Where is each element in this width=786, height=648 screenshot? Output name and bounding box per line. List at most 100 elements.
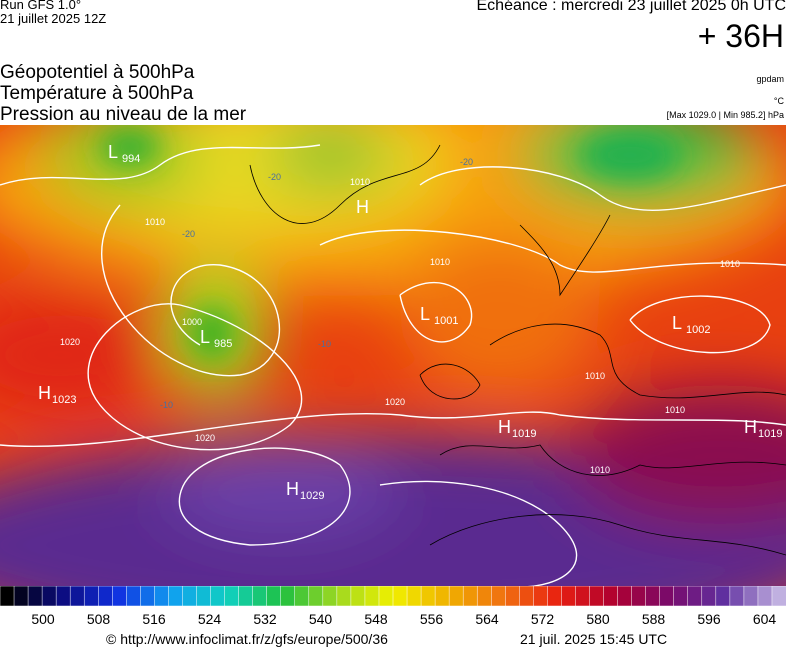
colorbar-cell (336, 586, 352, 607)
colorbar-cell (701, 586, 717, 607)
center-value: 1019 (758, 428, 782, 440)
colorbar-cell (126, 586, 142, 607)
temp-label: -10 (318, 339, 331, 349)
colorbar-cell (743, 586, 759, 607)
colorbar-label: 516 (142, 611, 166, 627)
isobar-label: 1010 (720, 259, 740, 269)
colorbar-cell (294, 586, 310, 607)
center-letter: H (356, 197, 369, 217)
unit: °C (773, 96, 784, 106)
colorbar-cell (519, 586, 535, 607)
colorbar-cell (659, 586, 675, 607)
colorbar-cell (55, 586, 71, 607)
isobar-label: 1010 (665, 405, 685, 415)
center-letter: H (38, 383, 51, 403)
colorbar-cell (617, 586, 633, 607)
center-value: 1023 (52, 394, 76, 406)
echeance: Echéance : mercredi 23 juillet 2025 0h U… (476, 0, 786, 14)
colorbar-cell (364, 586, 380, 607)
field: Pression au niveau de la mer (0, 104, 247, 125)
colorbar-cell (41, 586, 57, 607)
colorbar-cell (112, 586, 128, 607)
colorbar: 500 508 516 524 532 540 548 556 564 572 580 588 596 6… (0, 586, 786, 627)
unit: [Max 1029.0 | Min 985.2] hPa (666, 110, 784, 120)
isobar-label: 1010 (585, 371, 605, 381)
colorbar-cell (27, 586, 43, 607)
colorbar-cell (308, 586, 324, 607)
colorbar-cell (252, 586, 268, 607)
colorbar-cell (224, 586, 240, 607)
isobar-label: 1020 (385, 397, 405, 407)
colorbar-cell (575, 586, 591, 607)
colorbar-cell (168, 586, 184, 607)
colorbar-cell (631, 586, 647, 607)
colorbar-cell (196, 586, 212, 607)
colorbar-cell (645, 586, 661, 607)
colorbar-label: 596 (697, 611, 721, 627)
field: Géopotentiel à 500hPa (0, 62, 195, 83)
colorbar-cell (350, 586, 366, 607)
colorbar-cell (673, 586, 689, 607)
isobars (0, 144, 786, 587)
isobar-label: 1000 (182, 317, 202, 327)
center-value: 1019 (512, 428, 536, 440)
coastlines (249, 144, 786, 556)
footer-date: 21 juil. 2025 15:45 UTC (520, 631, 668, 647)
isobar-label: 1010 (145, 217, 165, 227)
center-value: 985 (214, 338, 232, 350)
colorbar-cell (406, 586, 422, 607)
center-letter: L (108, 142, 118, 162)
colorbar-cell (238, 586, 254, 607)
center-value: 1002 (686, 324, 710, 336)
center-letter: H (498, 417, 511, 437)
colorbar-cell (83, 586, 100, 607)
temp-label: -20 (268, 172, 281, 182)
unit: gpdam (756, 74, 784, 84)
temp-label: -20 (182, 229, 195, 239)
footer-url: © http://www.infoclimat.fr/z/gfs/europe/… (106, 631, 388, 647)
center-letter: L (420, 304, 430, 324)
center-value: 1029 (300, 490, 324, 502)
colorbar-cell (69, 586, 85, 607)
colorbar-cell (505, 586, 521, 607)
colorbar-cell (98, 586, 114, 607)
isobar-label: 1010 (430, 257, 450, 267)
colorbar-label: 556 (420, 611, 444, 627)
colorbar-cell (561, 586, 577, 607)
colorbar-cell (589, 586, 605, 607)
colorbar-cell (392, 586, 408, 607)
colorbar-label: 500 (31, 611, 55, 627)
center-letter: L (200, 327, 210, 347)
isobar-label: 1010 (350, 177, 370, 187)
colorbar-cell (491, 586, 507, 607)
colorbar-cell (154, 586, 170, 607)
colorbar-cell (140, 586, 156, 607)
colorbar-label: 508 (87, 611, 111, 627)
colorbar-cell (603, 586, 619, 607)
colorbar-cell (462, 586, 478, 607)
colorbar-cell (420, 586, 436, 607)
lead-time: + 36H (697, 18, 784, 54)
colorbar-label: 532 (253, 611, 277, 627)
colorbar-cell (434, 586, 450, 607)
colorbar-cell (757, 586, 773, 607)
temp-label: -20 (460, 157, 473, 167)
colorbar-label: 540 (309, 611, 333, 627)
colorbar-cell (448, 586, 464, 607)
colorbar-cell (182, 586, 198, 607)
center-value: 994 (122, 153, 140, 165)
colorbar-cell (771, 586, 786, 607)
colorbar-cell (729, 586, 745, 607)
field: Température à 500hPa (0, 83, 194, 104)
isobar-label: 1010 (590, 465, 610, 475)
run: Run GFS 1.0° (0, 0, 82, 12)
center-letter: H (744, 417, 757, 437)
colorbar-cell (13, 586, 29, 607)
temp-label: -10 (160, 400, 173, 410)
colorbar-cell (533, 586, 549, 607)
colorbar-cell (280, 586, 296, 607)
colorbar-cell (266, 586, 282, 607)
isobar-label: 1020 (195, 433, 215, 443)
